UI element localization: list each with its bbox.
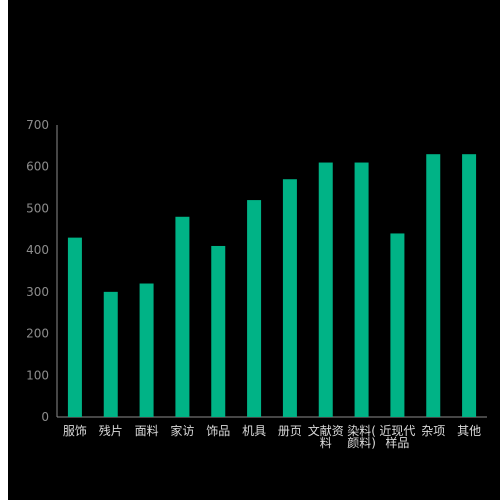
x-tick-label: 近现代样品 [379,424,415,450]
bar[interactable] [211,245,226,417]
y-tick-label: 400 [26,243,49,257]
x-tick-label: 残片 [99,424,123,438]
x-tick-label: 饰品 [206,424,230,438]
bar-series [67,154,477,417]
x-tick-label: 册页 [278,424,302,438]
bar[interactable] [462,154,477,417]
y-tick-label: 600 [26,160,49,174]
x-tick-label: 机具 [242,424,266,438]
bar[interactable] [247,200,262,417]
bar[interactable] [139,283,154,417]
x-tick-label: 服饰 [63,424,87,438]
x-tick-label: 杂项 [421,424,445,438]
x-tick-label: 面料 [135,424,159,438]
y-axis: 0 100 200 300 400 500 600 700 [26,118,487,424]
y-tick-label: 700 [26,118,49,132]
bar[interactable] [354,162,369,417]
y-tick-label: 500 [26,201,49,215]
bar[interactable] [67,237,82,417]
y-tick-label: 200 [26,327,49,341]
y-tick-label: 100 [26,368,49,382]
bar[interactable] [282,179,297,417]
y-tick-label: 300 [26,285,49,299]
bar[interactable] [426,154,441,417]
x-tick-label: 文献资料 [308,423,344,450]
y-tick-label: 0 [41,410,49,424]
bar[interactable] [175,216,190,417]
x-tick-label: 染料(颜料) [347,423,376,450]
bar[interactable] [318,162,333,417]
x-tick-label: 家访 [170,423,194,438]
bar[interactable] [390,233,405,417]
bar[interactable] [103,291,118,417]
x-tick-label: 其他 [457,424,481,438]
